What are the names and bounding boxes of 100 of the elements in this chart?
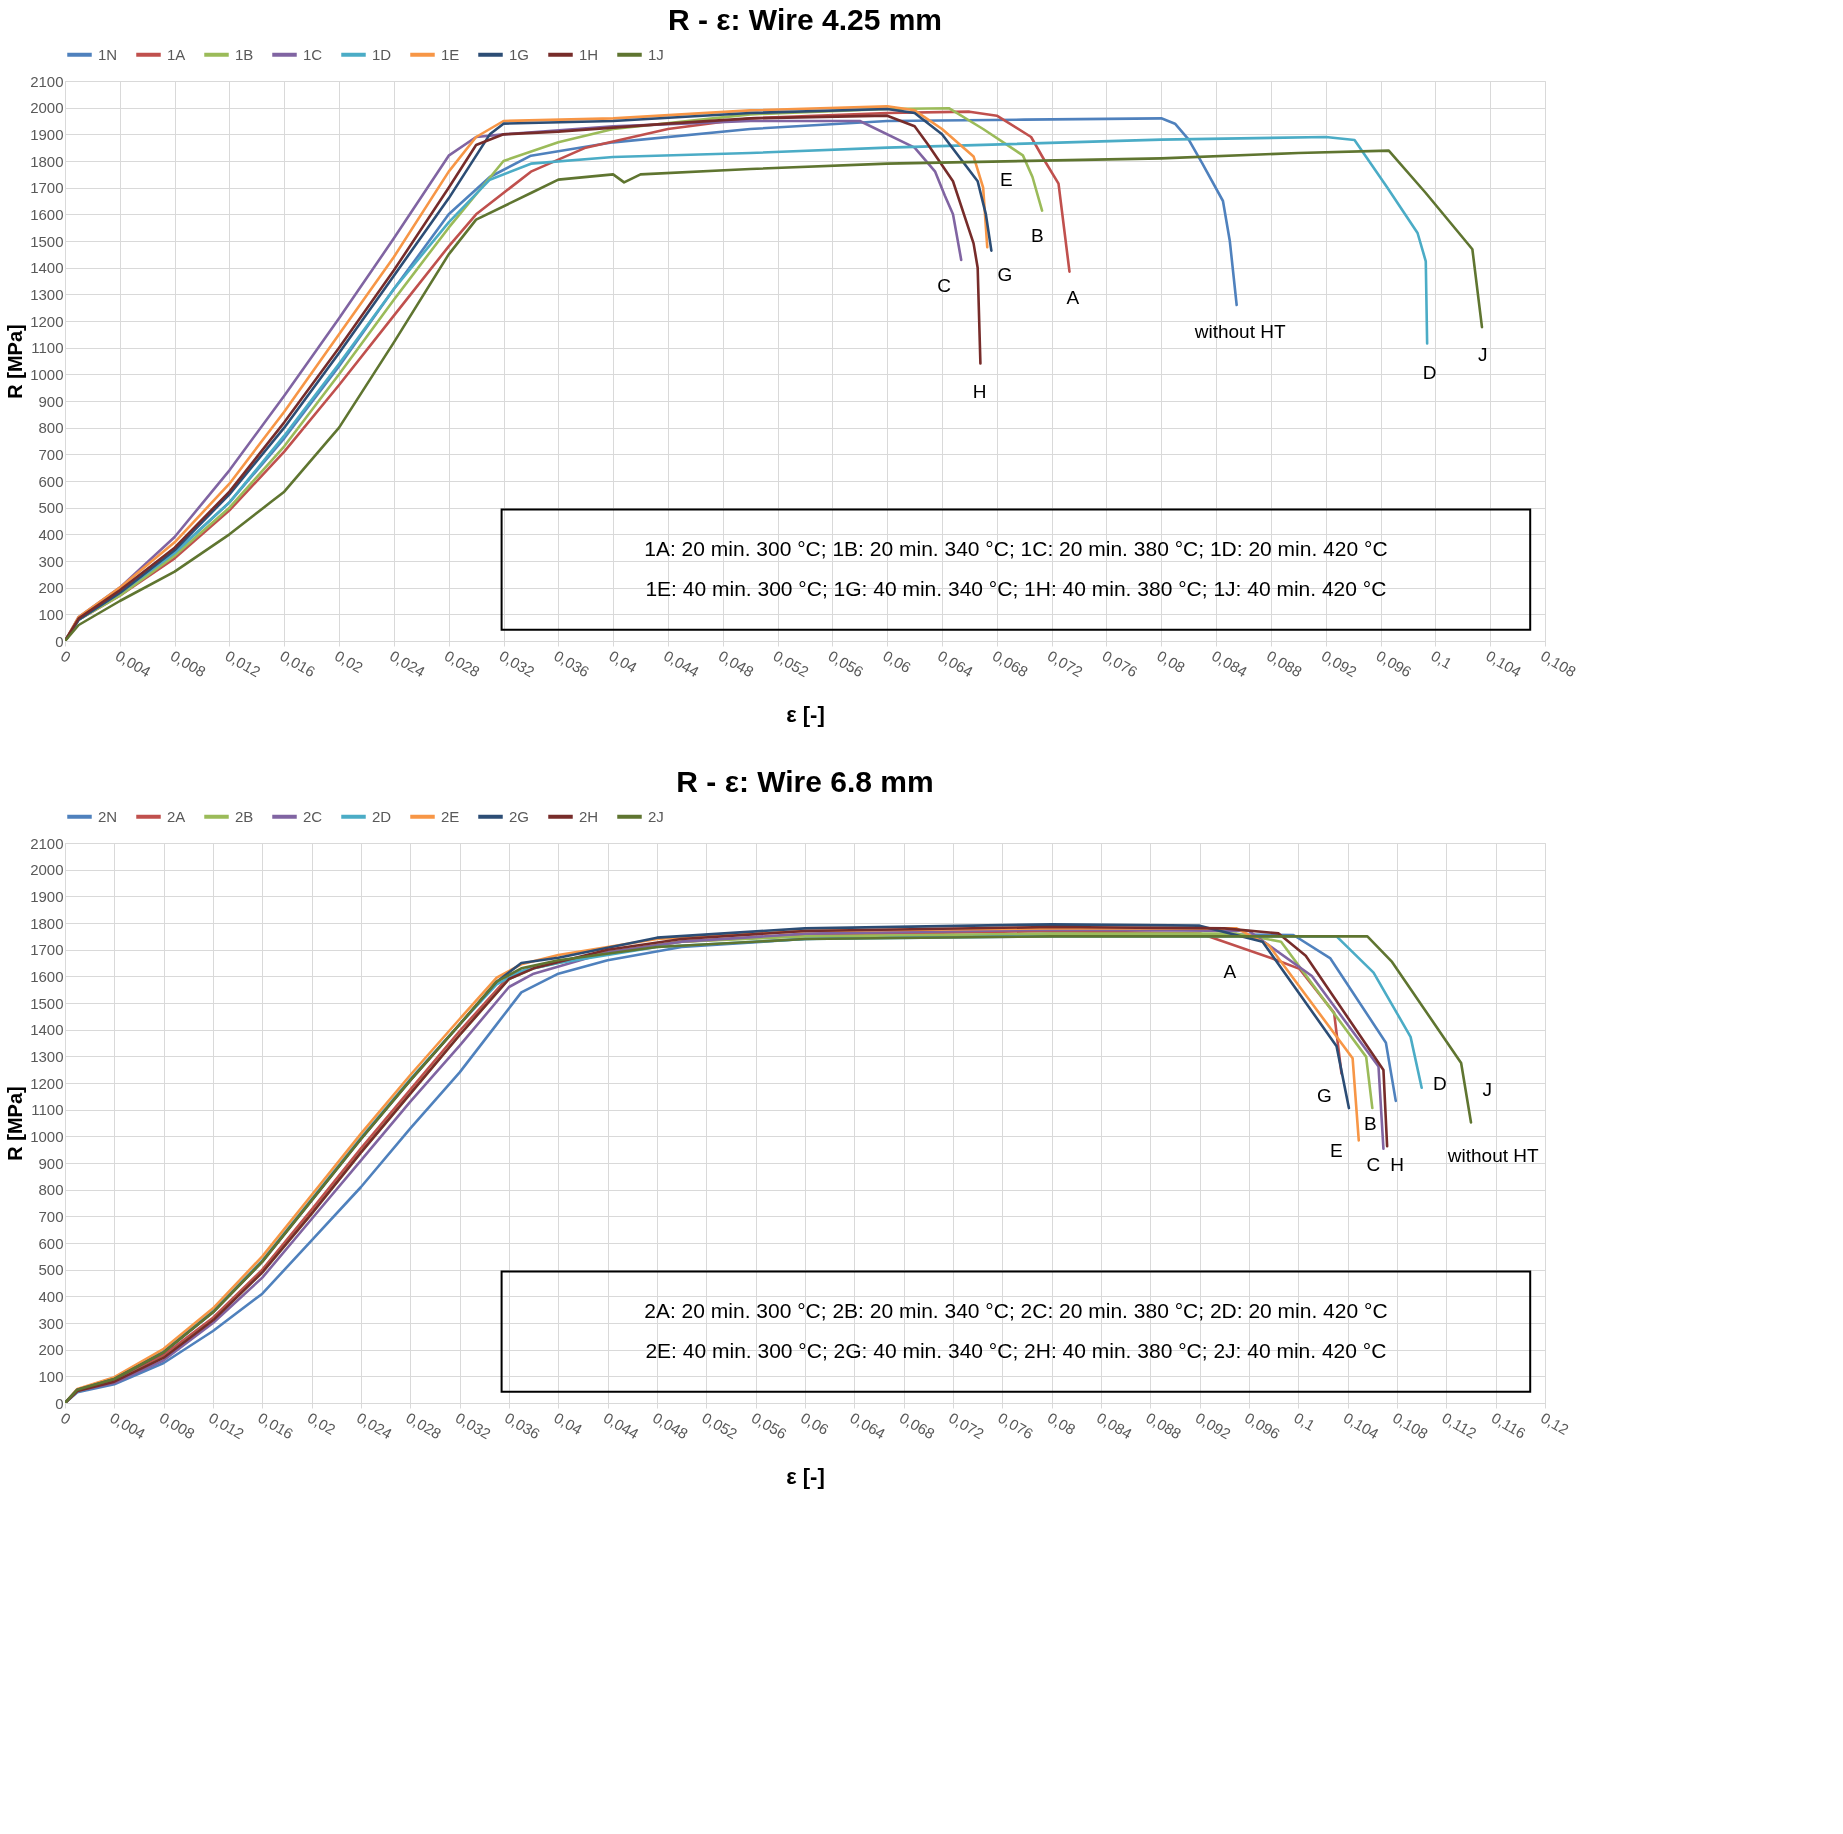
chart-title: R - ε: Wire 4.25 mm (667, 3, 943, 36)
y-tick-label: 300 (38, 1314, 64, 1332)
legend-label: 2A (167, 807, 186, 825)
legend-label: 1B (235, 45, 254, 63)
annotation: E (999, 169, 1013, 191)
legend-label: 2E (441, 807, 460, 825)
x-tick-label: 0,1 (1291, 1408, 1318, 1434)
x-tick-label: 0,1 (1428, 646, 1455, 672)
y-tick-label: 2100 (30, 72, 64, 90)
x-tick-label: 0,08 (1154, 646, 1189, 677)
annotation: A (1223, 961, 1237, 983)
y-tick-label: 1700 (30, 179, 64, 197)
y-tick-label: 1400 (30, 1021, 64, 1039)
x-axis-title: ε [-] (786, 702, 825, 728)
y-tick-label: 900 (38, 392, 64, 410)
x-tick-label: 0,116 (1488, 1408, 1529, 1442)
annotation: without HT (1446, 1145, 1539, 1167)
legend-label: 1J (648, 45, 664, 63)
y-tick-label: 1100 (31, 339, 64, 357)
y-tick-label: 900 (38, 1154, 64, 1172)
chart-title: R - ε: Wire 6.8 mm (676, 765, 934, 798)
y-tick-label: 1200 (30, 1074, 64, 1092)
annotation: 1A: 20 min. 300 °C; 1B: 20 min. 340 °C; 1C: 20 min. 380 °C; 1D: 20 min. 420 °C (644, 536, 1388, 560)
legend-label: 2C (303, 807, 323, 825)
y-tick-label: 2000 (30, 99, 64, 117)
y-tick-label: 100 (38, 1367, 64, 1385)
y-tick-label: 1600 (30, 205, 64, 223)
x-tick-label: 0,06 (798, 1408, 832, 1439)
x-tick-label: 0,08 (1044, 1408, 1079, 1439)
annotation: 2E: 40 min. 300 °C; 2G: 40 min. 340 °C; 2H: 40 min. 380 °C; 2J: 40 min. 420 °C (645, 1338, 1387, 1362)
x-tick-label: 0,04 (606, 646, 640, 677)
y-tick-label: 500 (38, 499, 64, 517)
annotation: H (1390, 1154, 1404, 1175)
y-tick-label: 500 (38, 1261, 64, 1279)
y-tick-label: 600 (38, 472, 64, 490)
y-tick-label: 700 (38, 1207, 64, 1225)
y-tick-label: 2000 (30, 861, 64, 879)
y-tick-label: 600 (38, 1234, 64, 1252)
annotation: 2A: 20 min. 300 °C; 2B: 20 min. 340 °C; 2C: 20 min. 380 °C; 2D: 20 min. 420 °C (644, 1298, 1388, 1322)
annotation: 1E: 40 min. 300 °C; 1G: 40 min. 340 °C; 1H: 40 min. 380 °C; 1J: 40 min. 420 °C (645, 576, 1387, 600)
annotation: C (937, 274, 951, 296)
y-tick-label: 1500 (30, 232, 64, 250)
legend-label: 2B (235, 807, 254, 825)
x-tick-label: 0,04 (551, 1408, 586, 1439)
legend-label: 2N (98, 807, 118, 825)
y-tick-label: 2100 (30, 834, 64, 852)
y-tick-label: 1600 (30, 967, 64, 985)
legend-label: 1N (98, 45, 118, 63)
annotation: H (972, 380, 987, 402)
y-tick-label: 400 (38, 525, 64, 543)
y-tick-label: 700 (38, 445, 64, 463)
annotation: G (997, 264, 1013, 286)
annotation: J (1482, 1078, 1493, 1100)
y-tick-label: 1100 (31, 1101, 64, 1119)
y-tick-label: 1700 (30, 941, 64, 959)
y-tick-label: 1800 (30, 914, 64, 932)
x-tick-label: 0,12 (1538, 1408, 1572, 1439)
annotation: B (1031, 224, 1044, 246)
y-tick-label: 0 (55, 632, 64, 650)
y-axis-title: R [MPa] (4, 1086, 27, 1161)
y-tick-label: 0 (55, 1394, 64, 1412)
annotation: G (1317, 1085, 1332, 1107)
y-tick-label: 1000 (30, 1127, 64, 1145)
y-tick-label: 100 (38, 605, 64, 623)
y-tick-label: 800 (38, 1181, 64, 1199)
x-tick-label: 0,02 (304, 1408, 339, 1439)
legend-label: 2G (509, 807, 530, 825)
y-tick-label: 1900 (30, 887, 64, 905)
annotation: B (1364, 1112, 1377, 1134)
annotation: A (1066, 286, 1080, 308)
legend-label: 1C (303, 45, 323, 63)
y-tick-label: 1300 (30, 1047, 64, 1065)
legend-label: 1H (579, 45, 599, 63)
annotation: without HT (1193, 320, 1286, 342)
legend-label: 2H (579, 807, 599, 825)
legend-label: 1A (167, 45, 186, 63)
legend-label: 2J (648, 807, 664, 825)
annotation: E (1329, 1140, 1343, 1161)
legend-label: 2D (372, 807, 392, 825)
annotation: C (1366, 1154, 1381, 1175)
y-tick-label: 200 (38, 579, 64, 597)
y-tick-label: 400 (38, 1287, 64, 1305)
annotation: J (1478, 344, 1488, 366)
y-tick-label: 1200 (30, 312, 64, 330)
y-tick-label: 1400 (30, 259, 64, 277)
y-tick-label: 1800 (30, 152, 64, 170)
x-tick-label: 0,06 (880, 646, 915, 677)
x-axis-title: ε [-] (786, 1464, 825, 1490)
annotation: D (1433, 1073, 1447, 1095)
legend-label: 1D (372, 45, 392, 63)
x-tick-label: 0,02 (332, 646, 366, 677)
legend-label: 1G (509, 45, 530, 63)
annotation: D (1422, 361, 1437, 383)
legend-label: 1E (441, 45, 460, 63)
y-tick-label: 300 (38, 552, 64, 570)
y-tick-label: 1300 (30, 285, 64, 303)
y-axis-title: R [MPa] (4, 324, 27, 399)
y-tick-label: 1900 (30, 125, 64, 143)
y-tick-label: 1000 (30, 365, 64, 383)
y-tick-label: 1500 (30, 994, 64, 1012)
